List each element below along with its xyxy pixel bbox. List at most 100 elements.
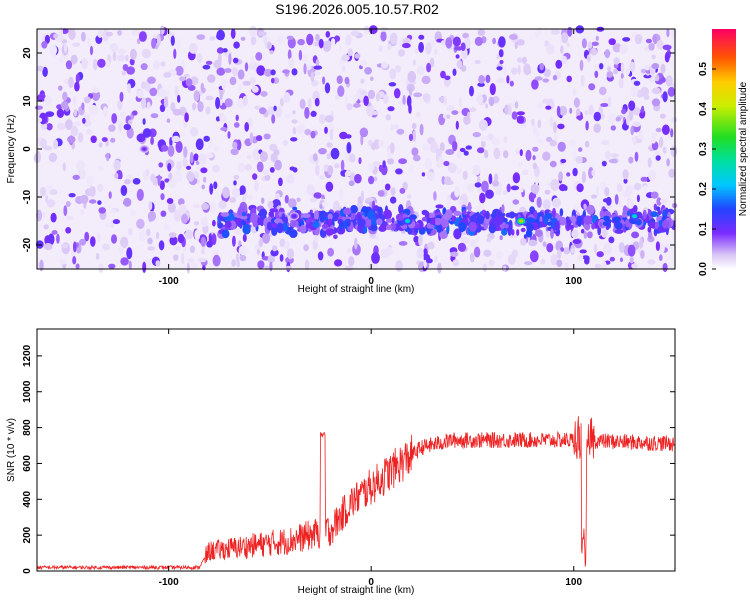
spectrogram-cell bbox=[434, 217, 442, 226]
spectrogram-cell bbox=[394, 123, 399, 130]
spectrogram-cell bbox=[341, 54, 350, 62]
spectrogram-cell bbox=[51, 230, 58, 235]
spectrogram-cell bbox=[380, 164, 388, 176]
spectrogram-cell bbox=[585, 256, 590, 262]
spectrogram-cell bbox=[306, 33, 314, 46]
spectrogram-cell bbox=[241, 196, 247, 202]
spectrogram-cell bbox=[213, 146, 220, 152]
spectrogram-cell bbox=[453, 210, 462, 216]
spectrogram-cell bbox=[334, 94, 340, 101]
spectrogram-cell bbox=[257, 260, 265, 269]
spectrogram-cell bbox=[647, 259, 656, 265]
spectrogram-cell bbox=[97, 165, 104, 172]
spectrogram-cell bbox=[668, 168, 676, 178]
spectrogram-cell bbox=[612, 68, 619, 75]
spectrogram-cell bbox=[626, 210, 631, 216]
spectrogram-cell bbox=[260, 91, 268, 97]
spectrogram-cell bbox=[360, 60, 368, 67]
spectrogram-cell bbox=[318, 148, 327, 155]
spectrogram-cell bbox=[170, 102, 176, 112]
spectrogram-cell bbox=[229, 76, 237, 86]
spectrogram-cell bbox=[546, 221, 552, 226]
spectrogram-cell bbox=[120, 185, 128, 196]
spectrogram-cell bbox=[339, 131, 348, 140]
spectrogram-cell bbox=[250, 212, 258, 224]
spectrogram-cell bbox=[269, 143, 278, 152]
spectrogram-cell bbox=[299, 98, 306, 110]
spectrogram-cell bbox=[447, 163, 457, 174]
spectrogram-cell bbox=[412, 130, 416, 142]
spectrogram-cell bbox=[631, 231, 640, 239]
spectrogram-cell bbox=[184, 112, 189, 123]
spectrogram-cell bbox=[556, 249, 562, 260]
spectrogram-cell bbox=[209, 183, 214, 195]
spectrogram-cell bbox=[200, 82, 204, 92]
spectrogram-cell bbox=[439, 142, 445, 152]
spectrogram-cell bbox=[142, 48, 151, 59]
spectrogram-cell bbox=[613, 63, 619, 69]
spectrogram-cell bbox=[298, 49, 303, 61]
spectrogram-cell bbox=[544, 189, 551, 195]
spectrogram-cell bbox=[360, 78, 365, 84]
spectrogram-cell bbox=[186, 165, 192, 170]
spectrogram-cell bbox=[160, 193, 165, 201]
spectrogram-cell bbox=[81, 31, 86, 42]
spectrogram-cell bbox=[136, 218, 145, 229]
spectrogram-cell bbox=[271, 114, 276, 124]
spectrogram-cell bbox=[509, 80, 514, 87]
spectrogram-cell bbox=[639, 130, 643, 140]
spectrogram-cell bbox=[390, 32, 398, 45]
spectrogram-cell bbox=[662, 124, 670, 136]
colorbar-label: Normalized spectral amplitude bbox=[738, 81, 749, 216]
spectrogram-cell bbox=[251, 85, 259, 93]
spectrogram-cell bbox=[517, 64, 521, 75]
spectrogram-cell bbox=[63, 205, 68, 217]
spectrogram-cell bbox=[563, 247, 571, 255]
spectrogram-cell bbox=[73, 241, 77, 253]
spectrogram-cell bbox=[242, 95, 248, 106]
spectrogram-cell bbox=[284, 113, 293, 119]
spectrogram-cell bbox=[68, 193, 76, 198]
spectrogram-cell bbox=[136, 38, 141, 45]
spectrogram-cell bbox=[181, 131, 186, 137]
spectrogram-cell bbox=[196, 34, 206, 40]
spectrogram-cell bbox=[216, 47, 224, 54]
snr-y-tick-label: 1000 bbox=[22, 380, 33, 403]
spectrogram-cell bbox=[460, 42, 466, 51]
spectrogram-cell bbox=[651, 63, 660, 70]
spectrogram-cell bbox=[614, 222, 623, 230]
spectrogram-cell bbox=[205, 95, 214, 101]
spectrogram-cell bbox=[212, 219, 216, 227]
spectrogram-cell bbox=[552, 75, 558, 81]
spectrogram-cell bbox=[324, 115, 334, 123]
spectrogram-cell bbox=[421, 75, 431, 85]
spectrogram-cell bbox=[399, 187, 406, 194]
spectrogram-cell bbox=[73, 108, 78, 117]
spectrogram-cell bbox=[328, 122, 335, 134]
spectrogram-cell bbox=[586, 204, 595, 215]
spectrogram-cell bbox=[287, 49, 292, 60]
spectrogram-cell bbox=[303, 63, 307, 75]
spectrogram-cell bbox=[201, 203, 210, 210]
spectrogram-cell bbox=[602, 228, 608, 238]
spectrogram-cell bbox=[575, 156, 583, 164]
spectrogram-cell bbox=[274, 159, 282, 171]
spectrogram-cell bbox=[258, 31, 267, 36]
spectrogram-cell bbox=[56, 104, 63, 110]
spectrogram-cell bbox=[367, 210, 376, 220]
spectrogram-cell bbox=[363, 95, 369, 107]
spectrogram-cell bbox=[291, 68, 298, 76]
spectrogram-cell bbox=[176, 161, 182, 171]
spectrogram-cell bbox=[409, 165, 414, 173]
spectrogram-cell bbox=[481, 180, 489, 193]
spectrogram-cell bbox=[518, 162, 523, 167]
spectrogram-cell bbox=[289, 229, 298, 239]
spectrogram-cell bbox=[128, 260, 132, 270]
snr-y-tick-label: 400 bbox=[22, 491, 33, 508]
spectrogram-cell bbox=[426, 258, 433, 264]
spectrogram-cell bbox=[599, 62, 604, 70]
spectrogram-cell bbox=[111, 234, 117, 244]
spectrogram-cell bbox=[463, 150, 469, 156]
spectrogram-cell bbox=[550, 228, 554, 239]
spectrogram-cell bbox=[610, 125, 616, 131]
